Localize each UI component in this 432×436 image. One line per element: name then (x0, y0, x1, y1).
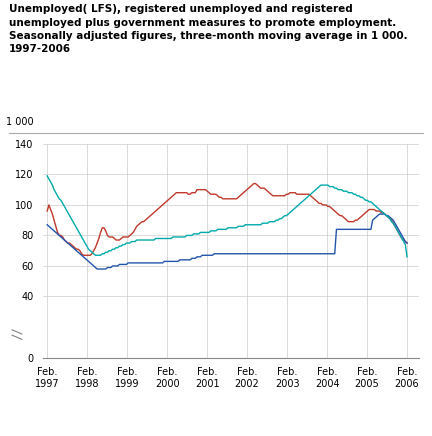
Text: 1 000: 1 000 (6, 117, 33, 127)
Text: Unemployed( LFS), registered unemployed and registered
unemployed plus governmen: Unemployed( LFS), registered unemployed … (9, 4, 407, 54)
